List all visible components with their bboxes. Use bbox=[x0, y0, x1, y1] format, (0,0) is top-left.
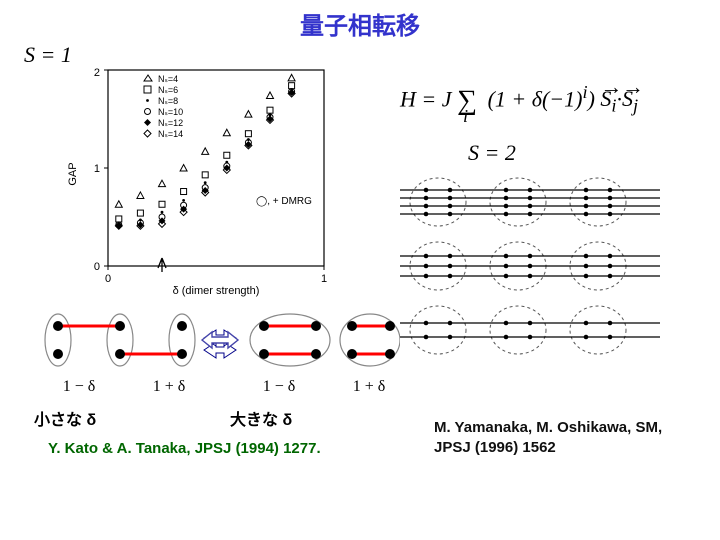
ref2-line2: JPSJ (1996) 1562 bbox=[434, 439, 556, 456]
svg-text:Nₛ=8: Nₛ=8 bbox=[158, 96, 178, 106]
one-plus-delta: 1 + δ bbox=[353, 378, 386, 396]
bidirectional-arrow-icon bbox=[200, 320, 240, 360]
equation-s2: S = 2 bbox=[468, 140, 516, 166]
svg-text:1: 1 bbox=[94, 163, 100, 175]
delta-labels-left: 1 − δ 1 + δ bbox=[34, 378, 214, 396]
dimer-diagram-small-delta bbox=[40, 310, 200, 370]
one-minus-delta: 1 − δ bbox=[63, 378, 96, 396]
svg-text:Nₛ=10: Nₛ=10 bbox=[158, 107, 183, 117]
equation-hamiltonian: H = J ∑i (1 + δ(−1)i) S→i·S→j bbox=[400, 82, 638, 117]
small-delta-label: 小さな δ bbox=[34, 406, 96, 430]
svg-text:0: 0 bbox=[105, 273, 111, 285]
one-minus-delta: 1 − δ bbox=[263, 378, 296, 396]
gap-scatter-plot: 0 1 2 GAP 0 1 δ (dimer strength) Nₛ=4 Nₛ… bbox=[60, 64, 340, 299]
one-plus-delta: 1 + δ bbox=[153, 378, 186, 396]
svg-text:Nₛ=4: Nₛ=4 bbox=[158, 74, 178, 84]
svg-text:Nₛ=12: Nₛ=12 bbox=[158, 118, 183, 128]
page-title: 量子相転移 bbox=[0, 6, 720, 41]
svg-text:◯, + DMRG: ◯, + DMRG bbox=[256, 196, 312, 207]
svg-text:1: 1 bbox=[321, 273, 327, 285]
svg-text:Nₛ=14: Nₛ=14 bbox=[158, 129, 183, 139]
dimer-diagram-large-delta bbox=[240, 310, 400, 370]
large-delta-label: 大きな δ bbox=[230, 406, 292, 430]
svg-text:δ (dimer strength): δ (dimer strength) bbox=[173, 285, 260, 297]
svg-text:0: 0 bbox=[94, 261, 100, 273]
svg-text:Nₛ=6: Nₛ=6 bbox=[158, 85, 178, 95]
reference-yamanaka: M. Yamanaka, M. Oshikawa, SM, JPSJ (1996… bbox=[434, 418, 662, 457]
svg-text:GAP: GAP bbox=[67, 162, 79, 185]
svg-text:2: 2 bbox=[94, 67, 100, 79]
delta-labels-right: 1 − δ 1 + δ bbox=[234, 378, 414, 396]
vbs-diagram-grid bbox=[400, 172, 700, 367]
reference-kato-tanaka: Y. Kato & A. Tanaka, JPSJ (1994) 1277. bbox=[48, 440, 321, 457]
ref2-line1: M. Yamanaka, M. Oshikawa, SM, bbox=[434, 419, 662, 436]
